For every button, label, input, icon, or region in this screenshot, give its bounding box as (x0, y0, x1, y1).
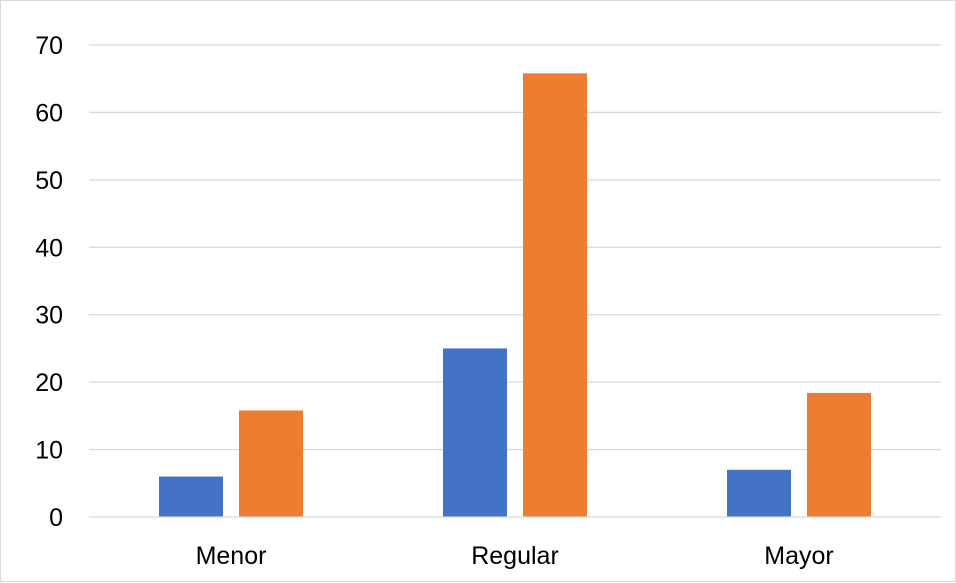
y-tick-label: 10 (35, 437, 63, 465)
y-tick-label: 50 (35, 167, 63, 195)
y-axis-tick-labels: 0 10 20 30 40 50 60 70 (35, 32, 63, 532)
x-tick-label-mayor: Mayor (764, 542, 833, 570)
y-tick-label: 0 (49, 504, 63, 532)
gridlines (89, 44, 941, 451)
bar-menor-series-2 (239, 410, 303, 517)
bars (159, 73, 871, 517)
x-axis-tick-labels: Menor Regular Mayor (196, 542, 834, 570)
y-tick-label: 70 (35, 32, 63, 60)
bar-mayor-series-2 (807, 392, 871, 517)
y-tick-label: 60 (35, 99, 63, 127)
bar-regular-series-1 (443, 348, 507, 517)
bar-mayor-series-1 (727, 469, 791, 517)
x-tick-label-regular: Regular (471, 542, 559, 570)
bar-regular-series-2 (523, 73, 587, 517)
x-tick-label-menor: Menor (196, 542, 267, 570)
bar-menor-series-1 (159, 476, 223, 517)
y-tick-label: 40 (35, 234, 63, 262)
y-tick-label: 20 (35, 369, 63, 397)
y-tick-label: 30 (35, 302, 63, 330)
